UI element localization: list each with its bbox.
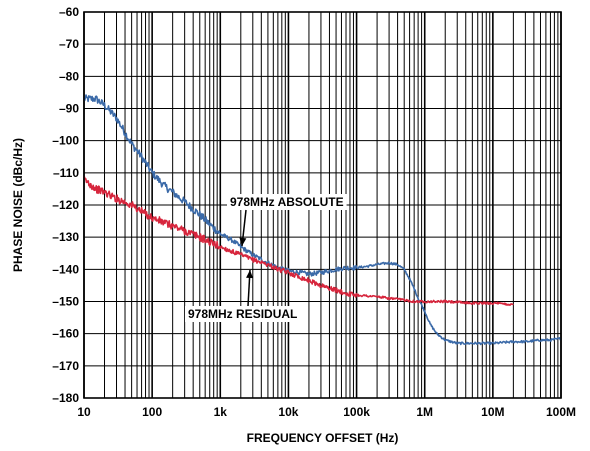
- y-tick-label: –160: [52, 327, 79, 341]
- annotation-arrowhead: [246, 270, 254, 279]
- y-tick-label: –150: [52, 295, 79, 309]
- y-tick-label: –120: [52, 198, 79, 212]
- y-tick-label: –180: [52, 391, 79, 405]
- x-tick-label: 100k: [343, 405, 370, 419]
- x-tick-label: 100: [142, 405, 162, 419]
- series-line-absolute: [83, 94, 562, 346]
- annotation-label: 978MHz ABSOLUTE: [230, 195, 344, 209]
- y-tick-label: –80: [59, 69, 79, 83]
- series-line-residual: [83, 175, 514, 307]
- annotation-background: [185, 306, 301, 322]
- x-tick-label: 1M: [416, 405, 433, 419]
- y-tick-label: –90: [59, 102, 79, 116]
- y-tick-label: –70: [59, 37, 79, 51]
- y-tick-label: –100: [52, 134, 79, 148]
- y-tick-label: –130: [52, 230, 79, 244]
- annotation-background: [227, 194, 347, 210]
- x-tick-label: 10k: [278, 405, 298, 419]
- plot-frame: [83, 11, 562, 399]
- x-axis-title: FREQUENCY OFFSET (Hz): [247, 431, 399, 445]
- annotation-arrowhead: [239, 237, 247, 246]
- x-tick-label: 10M: [481, 405, 504, 419]
- y-axis-title: PHASE NOISE (dBc/Hz): [11, 138, 25, 272]
- y-tick-label: –170: [52, 359, 79, 373]
- x-tick-labels: 10 100 1k 10k 100k 1M 10M 100M: [77, 405, 576, 419]
- x-tick-label: 1k: [214, 405, 228, 419]
- series-layer: [83, 94, 562, 346]
- annotation-label: 978MHz RESIDUAL: [188, 307, 297, 321]
- y-tick-label: –110: [53, 166, 79, 180]
- x-tick-label: 10: [77, 405, 91, 419]
- y-tick-label: –140: [52, 262, 79, 276]
- annotations: 978MHz ABSOLUTE 978MHz RESIDUAL: [185, 194, 347, 322]
- y-tick-label: –60: [59, 5, 79, 19]
- y-tick-labels: –60 –70 –80 –90 –100 –110 –120 –130 –140 –150 –160…: [52, 5, 79, 405]
- x-tick-label: 100M: [546, 405, 576, 419]
